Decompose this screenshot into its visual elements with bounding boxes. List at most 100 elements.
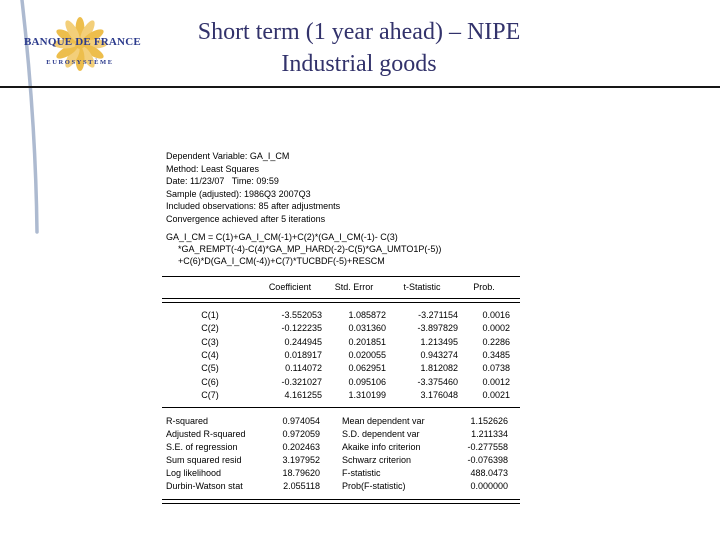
table-row: Adjusted R-squared 0.972059 S.D. depende… <box>162 428 520 441</box>
t-statistic-value: 0.943274 <box>420 350 458 360</box>
table-separator-line <box>162 275 520 277</box>
stat-label: Akaike info criterion <box>342 441 421 452</box>
prob-value: 0.0738 <box>482 363 510 374</box>
stat-label: Durbin-Watson stat <box>166 480 243 491</box>
stat-value: -0.076398 <box>467 454 508 465</box>
table-row: C(5) 0.114072 0.062951 1.812082 0.0738 <box>162 362 520 375</box>
std-error-value: 0.201851 <box>348 336 386 347</box>
coef-name: C(6) <box>201 376 219 387</box>
std-error-value: 0.031360 <box>348 323 386 334</box>
regression-info-block: Dependent Variable: GA_I_CM Method: Leas… <box>162 150 520 226</box>
coef-value: -3.552053 <box>281 309 322 320</box>
coef-name: C(3) <box>201 336 219 347</box>
coef-value: -0.321027 <box>281 376 322 387</box>
table-row: C(2) -0.122235 0.031360 -3.897829 0.0002 <box>162 322 520 335</box>
coef-value: 0.114072 <box>285 363 322 374</box>
std-error-value: 0.095106 <box>348 376 386 387</box>
slide-title-line1: Short term (1 year ahead) – NIPE <box>197 19 521 45</box>
coefficient-rows: C(1) -3.552053 1.085872 -3.271154 0.0016… <box>162 309 520 403</box>
eviews-regression-output: Dependent Variable: GA_I_CM Method: Leas… <box>162 150 520 504</box>
table-row: C(3) 0.244945 0.201851 1.213495 0.2286 <box>162 336 520 349</box>
date-time-line: Date: 11/23/07 Time: 09:59 <box>166 176 279 187</box>
banque-de-france-logo: BANQUE DE FRANCE EUROSYSTÈME <box>24 10 141 84</box>
t-statistic-value: 3.176048 <box>420 390 458 401</box>
column-header-std-error: Std. Error <box>334 282 374 293</box>
stat-label: Prob(F-statistic) <box>342 480 406 491</box>
std-error-value: 1.310199 <box>348 390 386 401</box>
stat-value: 0.202463 <box>282 441 320 452</box>
header-divider-line <box>0 86 720 88</box>
summary-statistics: R-squared 0.974054 Mean dependent var 1.… <box>162 415 520 493</box>
stat-value: 3.197952 <box>282 454 320 465</box>
std-error-value: 1.085872 <box>348 309 386 320</box>
table-separator-line <box>162 406 520 408</box>
stat-label: Schwarz criterion <box>342 454 412 465</box>
table-row: Log likelihood 18.79620 F-statistic 488.… <box>162 467 520 480</box>
slide-title: Short term (1 year ahead) – NIPE Industr… <box>168 16 550 80</box>
convergence-line: Convergence achieved after 5 iterations <box>166 213 326 224</box>
stat-value: 1.152626 <box>470 415 508 426</box>
table-row: C(4) 0.018917 0.020055 0.943274 0.3485 <box>162 349 520 362</box>
observations-line: Included observations: 85 after adjustme… <box>166 201 341 212</box>
prob-value: 0.2286 <box>482 336 510 347</box>
t-statistic-value: -3.271154 <box>418 309 458 320</box>
logo-brand-text: BANQUE DE FRANCE <box>24 36 141 48</box>
dependent-variable-line: Dependent Variable: GA_I_CM <box>166 151 290 161</box>
starburst-icon <box>53 17 107 71</box>
coef-value: -0.122235 <box>281 323 322 334</box>
table-row: S.E. of regression 0.202463 Akaike info … <box>162 441 520 454</box>
stat-value: 0.972059 <box>282 428 320 439</box>
table-double-rule <box>162 297 520 303</box>
t-statistic-value: 1.812082 <box>420 363 458 374</box>
table-double-rule <box>162 498 520 504</box>
logo-subbrand-text: EUROSYSTÈME <box>46 59 114 66</box>
equation-line: GA_I_CM = C(1)+GA_I_CM(-1)+C(2)*(GA_I_CM… <box>166 231 398 242</box>
stat-label: S.E. of regression <box>166 441 238 452</box>
column-header-prob: Prob. <box>473 282 495 293</box>
stat-value: 488.0473 <box>470 467 508 478</box>
stat-value: 1.211334 <box>471 428 508 439</box>
coef-value: 0.244945 <box>284 336 322 347</box>
t-statistic-value: -3.375460 <box>417 376 458 387</box>
prob-value: 0.0002 <box>482 323 510 334</box>
coef-name: C(2) <box>201 323 219 334</box>
slide-title-line2: Industrial goods <box>281 51 437 77</box>
stat-label: Log likelihood <box>166 467 222 478</box>
stat-label: R-squared <box>166 415 209 426</box>
prob-value: 0.3485 <box>482 350 510 360</box>
column-header-t-statistic: t-Statistic <box>403 282 441 293</box>
column-header-coefficient: Coefficient <box>268 282 312 293</box>
stat-value: 0.974054 <box>282 415 320 426</box>
stat-label: S.D. dependent var <box>342 428 420 439</box>
equation-line: *GA_REMPT(-4)-C(4)*GA_MP_HARD(-2)-C(5)*G… <box>178 243 442 254</box>
sample-line: Sample (adjusted): 1986Q3 2007Q3 <box>166 188 311 199</box>
coef-value: 0.018917 <box>284 350 322 360</box>
std-error-value: 0.020055 <box>348 350 386 360</box>
prob-value: 0.0016 <box>482 309 510 320</box>
table-row: C(1) -3.552053 1.085872 -3.271154 0.0016 <box>162 309 520 322</box>
stat-label: F-statistic <box>342 467 381 478</box>
coef-name: C(5) <box>201 363 219 374</box>
stat-label: Sum squared resid <box>166 454 242 465</box>
stat-value: -0.277558 <box>467 441 508 452</box>
coef-name: C(1) <box>201 309 219 320</box>
table-row: R-squared 0.974054 Mean dependent var 1.… <box>162 415 520 428</box>
t-statistic-value: 1.213495 <box>420 336 458 347</box>
table-row: Sum squared resid 3.197952 Schwarz crite… <box>162 454 520 467</box>
table-row: Durbin-Watson stat 2.055118 Prob(F-stati… <box>162 480 520 493</box>
prob-value: 0.0021 <box>482 390 510 401</box>
stat-label: Mean dependent var <box>342 415 425 426</box>
stat-value: 2.055118 <box>283 480 320 491</box>
table-row: C(6) -0.321027 0.095106 -3.375460 0.0012 <box>162 376 520 389</box>
t-statistic-value: -3.897829 <box>417 323 458 334</box>
method-line: Method: Least Squares <box>166 163 260 174</box>
coefficient-table-header: Coefficient Std. Error t-Statistic Prob. <box>162 277 520 298</box>
coef-name: C(7) <box>201 390 219 401</box>
regression-equation-block: GA_I_CM = C(1)+GA_I_CM(-1)+C(2)*(GA_I_CM… <box>162 231 520 268</box>
stat-value: 0.000000 <box>470 480 508 491</box>
stat-label: Adjusted R-squared <box>166 428 246 439</box>
coef-value: 4.161255 <box>284 390 322 401</box>
prob-value: 0.0012 <box>482 376 510 387</box>
table-row: C(7) 4.161255 1.310199 3.176048 0.0021 <box>162 389 520 402</box>
